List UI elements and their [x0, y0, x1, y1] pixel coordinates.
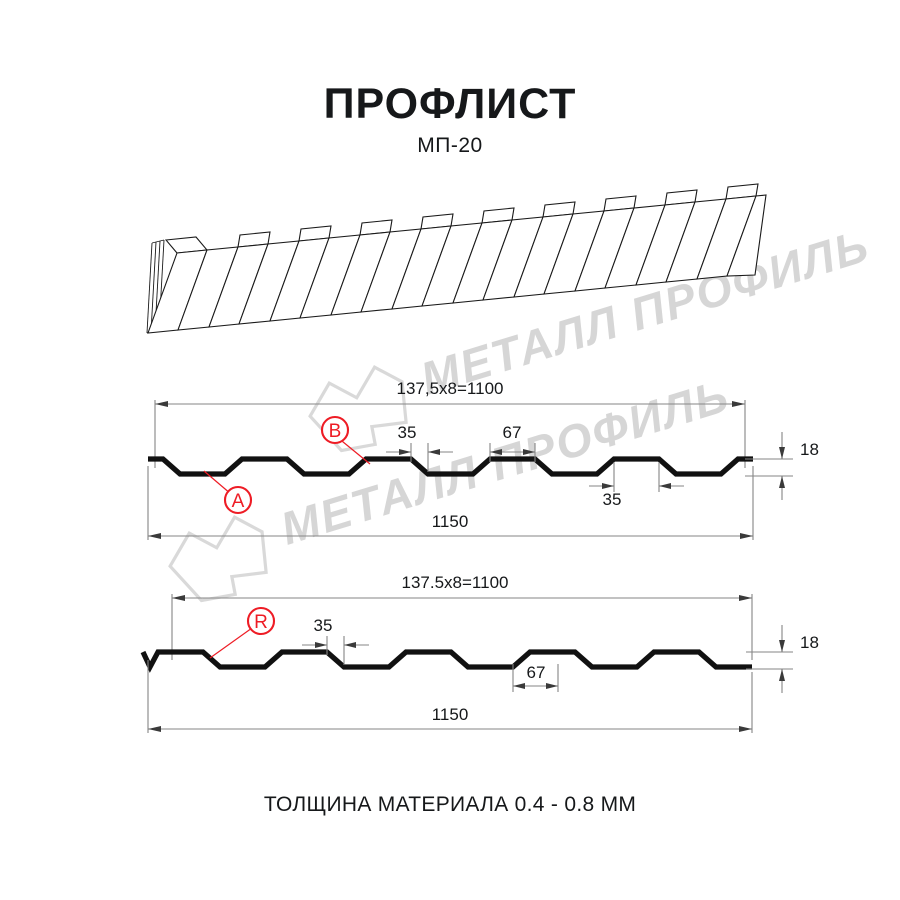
- dimension-crest-width-top: 35: [386, 423, 453, 472]
- dimension-crest-width-bottom: 35: [302, 616, 369, 665]
- metall-profil-logo-icon: [168, 515, 268, 603]
- callout-a-label: A: [232, 491, 245, 512]
- callout-b-label: B: [329, 421, 342, 442]
- dimension-pitch-flat-bottom: 67: [512, 663, 559, 692]
- profile-cross-section-bottom: [140, 649, 752, 673]
- corrugation-ribs: [147, 183, 767, 334]
- dimension-bottom-overall-2: 1150: [147, 660, 753, 733]
- callout-r-label: R: [254, 612, 268, 633]
- dimension-valley-width-top: 35: [589, 462, 684, 509]
- profile-sheet-3d-view: [146, 183, 767, 334]
- metall-profil-logo-icon: [308, 365, 408, 453]
- dimension-label-top-overall-2: 137.5x8=1100: [402, 573, 509, 592]
- callout-a: A: [203, 470, 253, 515]
- page-title: ПРОФЛИСТ: [323, 80, 577, 128]
- material-thickness-note: ТОЛЩИНА МАТЕРИАЛА 0.4 - 0.8 ММ: [263, 793, 637, 816]
- callout-r-circle: [246, 606, 276, 636]
- dimension-top-overall: 137,5x8=1100: [154, 379, 746, 468]
- callout-b: B: [320, 415, 371, 465]
- dimension-label-67-bottom: 67: [527, 663, 546, 682]
- dimension-label-1150-top: 1150: [432, 512, 469, 531]
- callout-a-circle: [223, 485, 253, 515]
- dimension-label-1150-bottom: 1150: [432, 705, 469, 724]
- profile-cross-section-top: [148, 456, 753, 477]
- dimension-label-35-bottom-diagram: 35: [314, 616, 333, 635]
- dimension-bottom-overall: 1150: [147, 466, 754, 540]
- callout-r: R: [209, 606, 276, 659]
- dimension-label-top-overall: 137,5x8=1100: [397, 379, 504, 398]
- callout-b-circle: [320, 415, 350, 445]
- dimension-label-67-top: 67: [503, 423, 522, 442]
- watermark-text: МЕТАЛЛ ПРОФИЛЬ: [275, 369, 736, 555]
- cross-section-top: 137,5x8=1100 A B: [147, 379, 819, 540]
- cross-section-bottom: 137.5x8=1100 R 35: [140, 573, 819, 733]
- dimension-height-bottom: 18: [746, 625, 819, 693]
- dimension-top-overall-2: 137.5x8=1100: [171, 573, 753, 660]
- dimension-label-35-top: 35: [398, 423, 417, 442]
- dimension-label-18-bottom: 18: [800, 633, 819, 652]
- dimension-height-top: 18: [745, 432, 819, 500]
- dimension-pitch-flat-top: 67: [489, 423, 536, 462]
- page-subtitle: МП-20: [417, 134, 483, 157]
- dimension-label-18-top: 18: [800, 440, 819, 459]
- dimension-label-35-bottom: 35: [603, 490, 622, 509]
